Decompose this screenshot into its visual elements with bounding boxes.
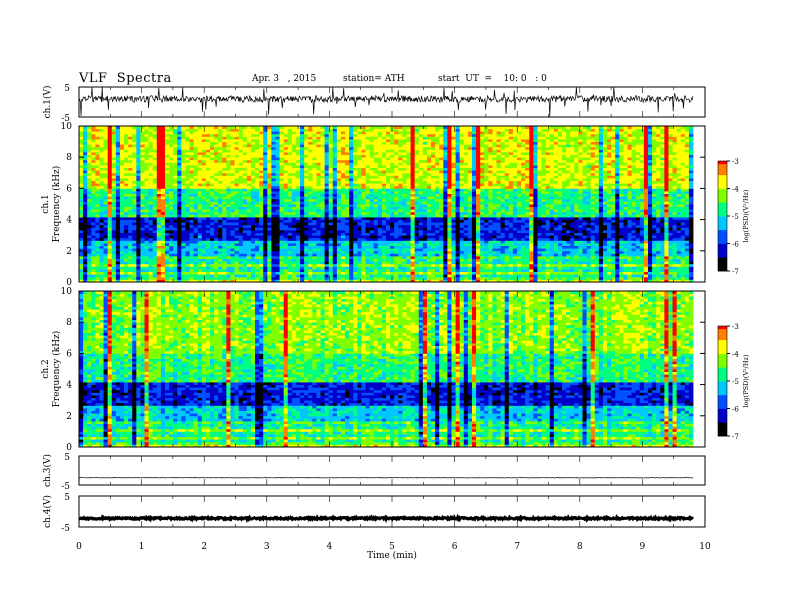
channel-label: ch.1 xyxy=(41,194,51,213)
x-axis-label: Time (min) xyxy=(367,550,417,561)
colorbar-tick-label: -4 xyxy=(732,351,739,359)
x-tick-label: 10 xyxy=(699,542,711,552)
colorbar-tick-label: -3 xyxy=(732,158,739,166)
spectrogram-2 xyxy=(79,291,694,448)
x-tick-label: 2 xyxy=(201,542,207,552)
y-tick-label: -5 xyxy=(61,114,70,124)
y-tick-label: -5 xyxy=(61,482,70,492)
y-tick-label: 5 xyxy=(64,84,70,94)
x-tick-label: 5 xyxy=(389,542,395,552)
x-tick-label: 8 xyxy=(577,542,583,552)
colorbar-tick-label: -6 xyxy=(732,241,739,249)
y-tick-label: 8 xyxy=(66,318,72,328)
y-tick-label: 6 xyxy=(66,349,72,359)
colorbar-tick-label: -3 xyxy=(732,323,739,331)
colorbar-2 xyxy=(718,326,727,437)
y-axis-label: Frequency (kHz) xyxy=(51,331,62,408)
start-time-label: start UT = 10: 0 : 0 xyxy=(438,74,547,84)
y-tick-label: 4 xyxy=(66,381,72,391)
y-tick-label: 10 xyxy=(61,287,73,297)
colorbar-tick-label: -6 xyxy=(732,406,739,414)
y-tick-label: 5 xyxy=(64,453,70,463)
spectrogram-1 xyxy=(79,126,694,283)
y-axis-label: ch.1(V) xyxy=(42,86,53,119)
y-axis-label: ch.3(V) xyxy=(42,454,53,487)
x-tick-label: 6 xyxy=(452,542,458,552)
x-tick-label: 7 xyxy=(514,542,520,552)
y-tick-label: 10 xyxy=(61,122,73,132)
x-tick-label: 3 xyxy=(264,542,270,552)
y-tick-label: 6 xyxy=(66,184,72,194)
y-tick-label: 4 xyxy=(66,216,72,226)
y-tick-label: -5 xyxy=(61,524,70,534)
colorbar-label: log(PSD)(V²/Hz) xyxy=(742,189,750,242)
x-tick-label: 9 xyxy=(640,542,646,552)
colorbar-tick-label: -4 xyxy=(732,186,739,194)
chart-title: VLF Spectra xyxy=(79,71,172,86)
date-label: Apr. 3 , 2015 xyxy=(252,74,317,84)
colorbar-tick-label: -7 xyxy=(732,433,739,441)
x-tick-label: 4 xyxy=(327,542,333,552)
colorbar-label: log(PSD)(V²/Hz) xyxy=(742,354,750,407)
y-tick-label: 2 xyxy=(66,412,72,422)
x-tick-label: 1 xyxy=(139,542,145,552)
waveform-line-5 xyxy=(78,513,695,524)
colorbar-1 xyxy=(718,161,727,272)
x-tick-label: 0 xyxy=(76,542,82,552)
channel-label: ch.2 xyxy=(41,359,51,378)
y-tick-label: 2 xyxy=(66,247,72,257)
waveform-line-1 xyxy=(78,86,694,118)
y-tick-label: 8 xyxy=(66,153,72,163)
y-axis-label: ch.4(V) xyxy=(42,495,53,528)
colorbar-tick-label: -5 xyxy=(732,378,739,386)
colorbar-tick-label: -5 xyxy=(732,213,739,221)
y-tick-label: 0 xyxy=(66,278,72,288)
colorbar-tick-label: -7 xyxy=(732,268,739,276)
y-axis-label: Frequency (kHz) xyxy=(51,166,62,243)
y-tick-label: 5 xyxy=(64,493,70,503)
y-tick-label: 0 xyxy=(66,443,72,453)
station-label: station= ATH xyxy=(343,74,405,84)
